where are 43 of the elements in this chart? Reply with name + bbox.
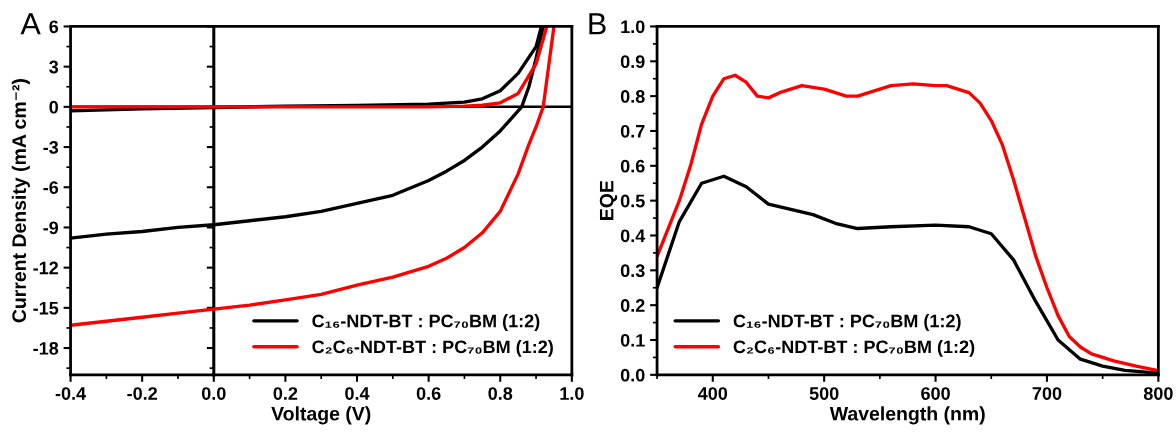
- legend-label: C₁₆-NDT-BT : PC₇₀BM (1:2): [733, 314, 961, 331]
- y-tick-label: 0.9: [620, 55, 645, 69]
- y-tick-label: -9: [43, 221, 59, 235]
- legend-label: C₂C₆-NDT-BT : PC₇₀BM (1:2): [733, 339, 975, 357]
- text: B: [589, 13, 606, 35]
- y-tick-label: 0.5: [620, 194, 645, 208]
- legend-label: C₁₆-NDT-BT : PC₇₀BM (1:2): [312, 314, 540, 331]
- y-tick-label: 0.2: [620, 299, 645, 312]
- y-tick-label: -18: [33, 341, 59, 355]
- y-tick-label: 0.3: [620, 264, 645, 278]
- y-tick-label: 0.1: [620, 333, 645, 347]
- legend-label: C₂C₆-NDT-BT : PC₇₀BM (1:2): [312, 339, 553, 357]
- y-tick-label: 0: [49, 100, 59, 114]
- y-axis-title: EQE: [599, 180, 618, 220]
- x-tick-label: -0.2: [127, 387, 158, 400]
- x-tick-label: 0.6: [416, 387, 441, 400]
- y-tick-label: -6: [43, 181, 59, 194]
- y-tick-label: -15: [33, 301, 59, 315]
- y-tick-label: 0.0: [620, 368, 645, 382]
- x-tick-label: 700: [1032, 387, 1062, 400]
- x-tick-label: 0.0: [201, 387, 226, 400]
- x-axis-title: Wavelength (nm): [829, 406, 985, 425]
- x-axis-title: Voltage (V): [271, 406, 371, 425]
- y-axis-title: Current Density (mA cm⁻²): [11, 79, 30, 323]
- y-tick-label: 0.4: [620, 229, 646, 243]
- x-tick-label: 0.4: [345, 387, 370, 400]
- text: A: [20, 13, 41, 35]
- y-tick-label: 3: [49, 60, 59, 74]
- y-tick-label: -3: [43, 140, 59, 154]
- x-tick-label: 400: [697, 387, 728, 400]
- x-tick-label: 600: [921, 387, 950, 400]
- y-tick-label: 0.6: [620, 159, 645, 173]
- x-tick-label: -0.4: [55, 387, 87, 400]
- y-tick-label: 6: [49, 20, 59, 34]
- y-tick-label: 1.0: [621, 20, 645, 34]
- x-tick-label: 0.8: [488, 387, 513, 400]
- y-tick-label: 0.8: [620, 90, 645, 103]
- x-tick-label: 0.2: [273, 387, 298, 400]
- x-tick-label: 800: [1143, 387, 1173, 400]
- y-tick-label: 0.7: [620, 124, 645, 138]
- x-tick-label: 1.0: [560, 387, 584, 400]
- x-tick-label: 500: [809, 387, 839, 400]
- y-tick-label: -12: [33, 261, 59, 275]
